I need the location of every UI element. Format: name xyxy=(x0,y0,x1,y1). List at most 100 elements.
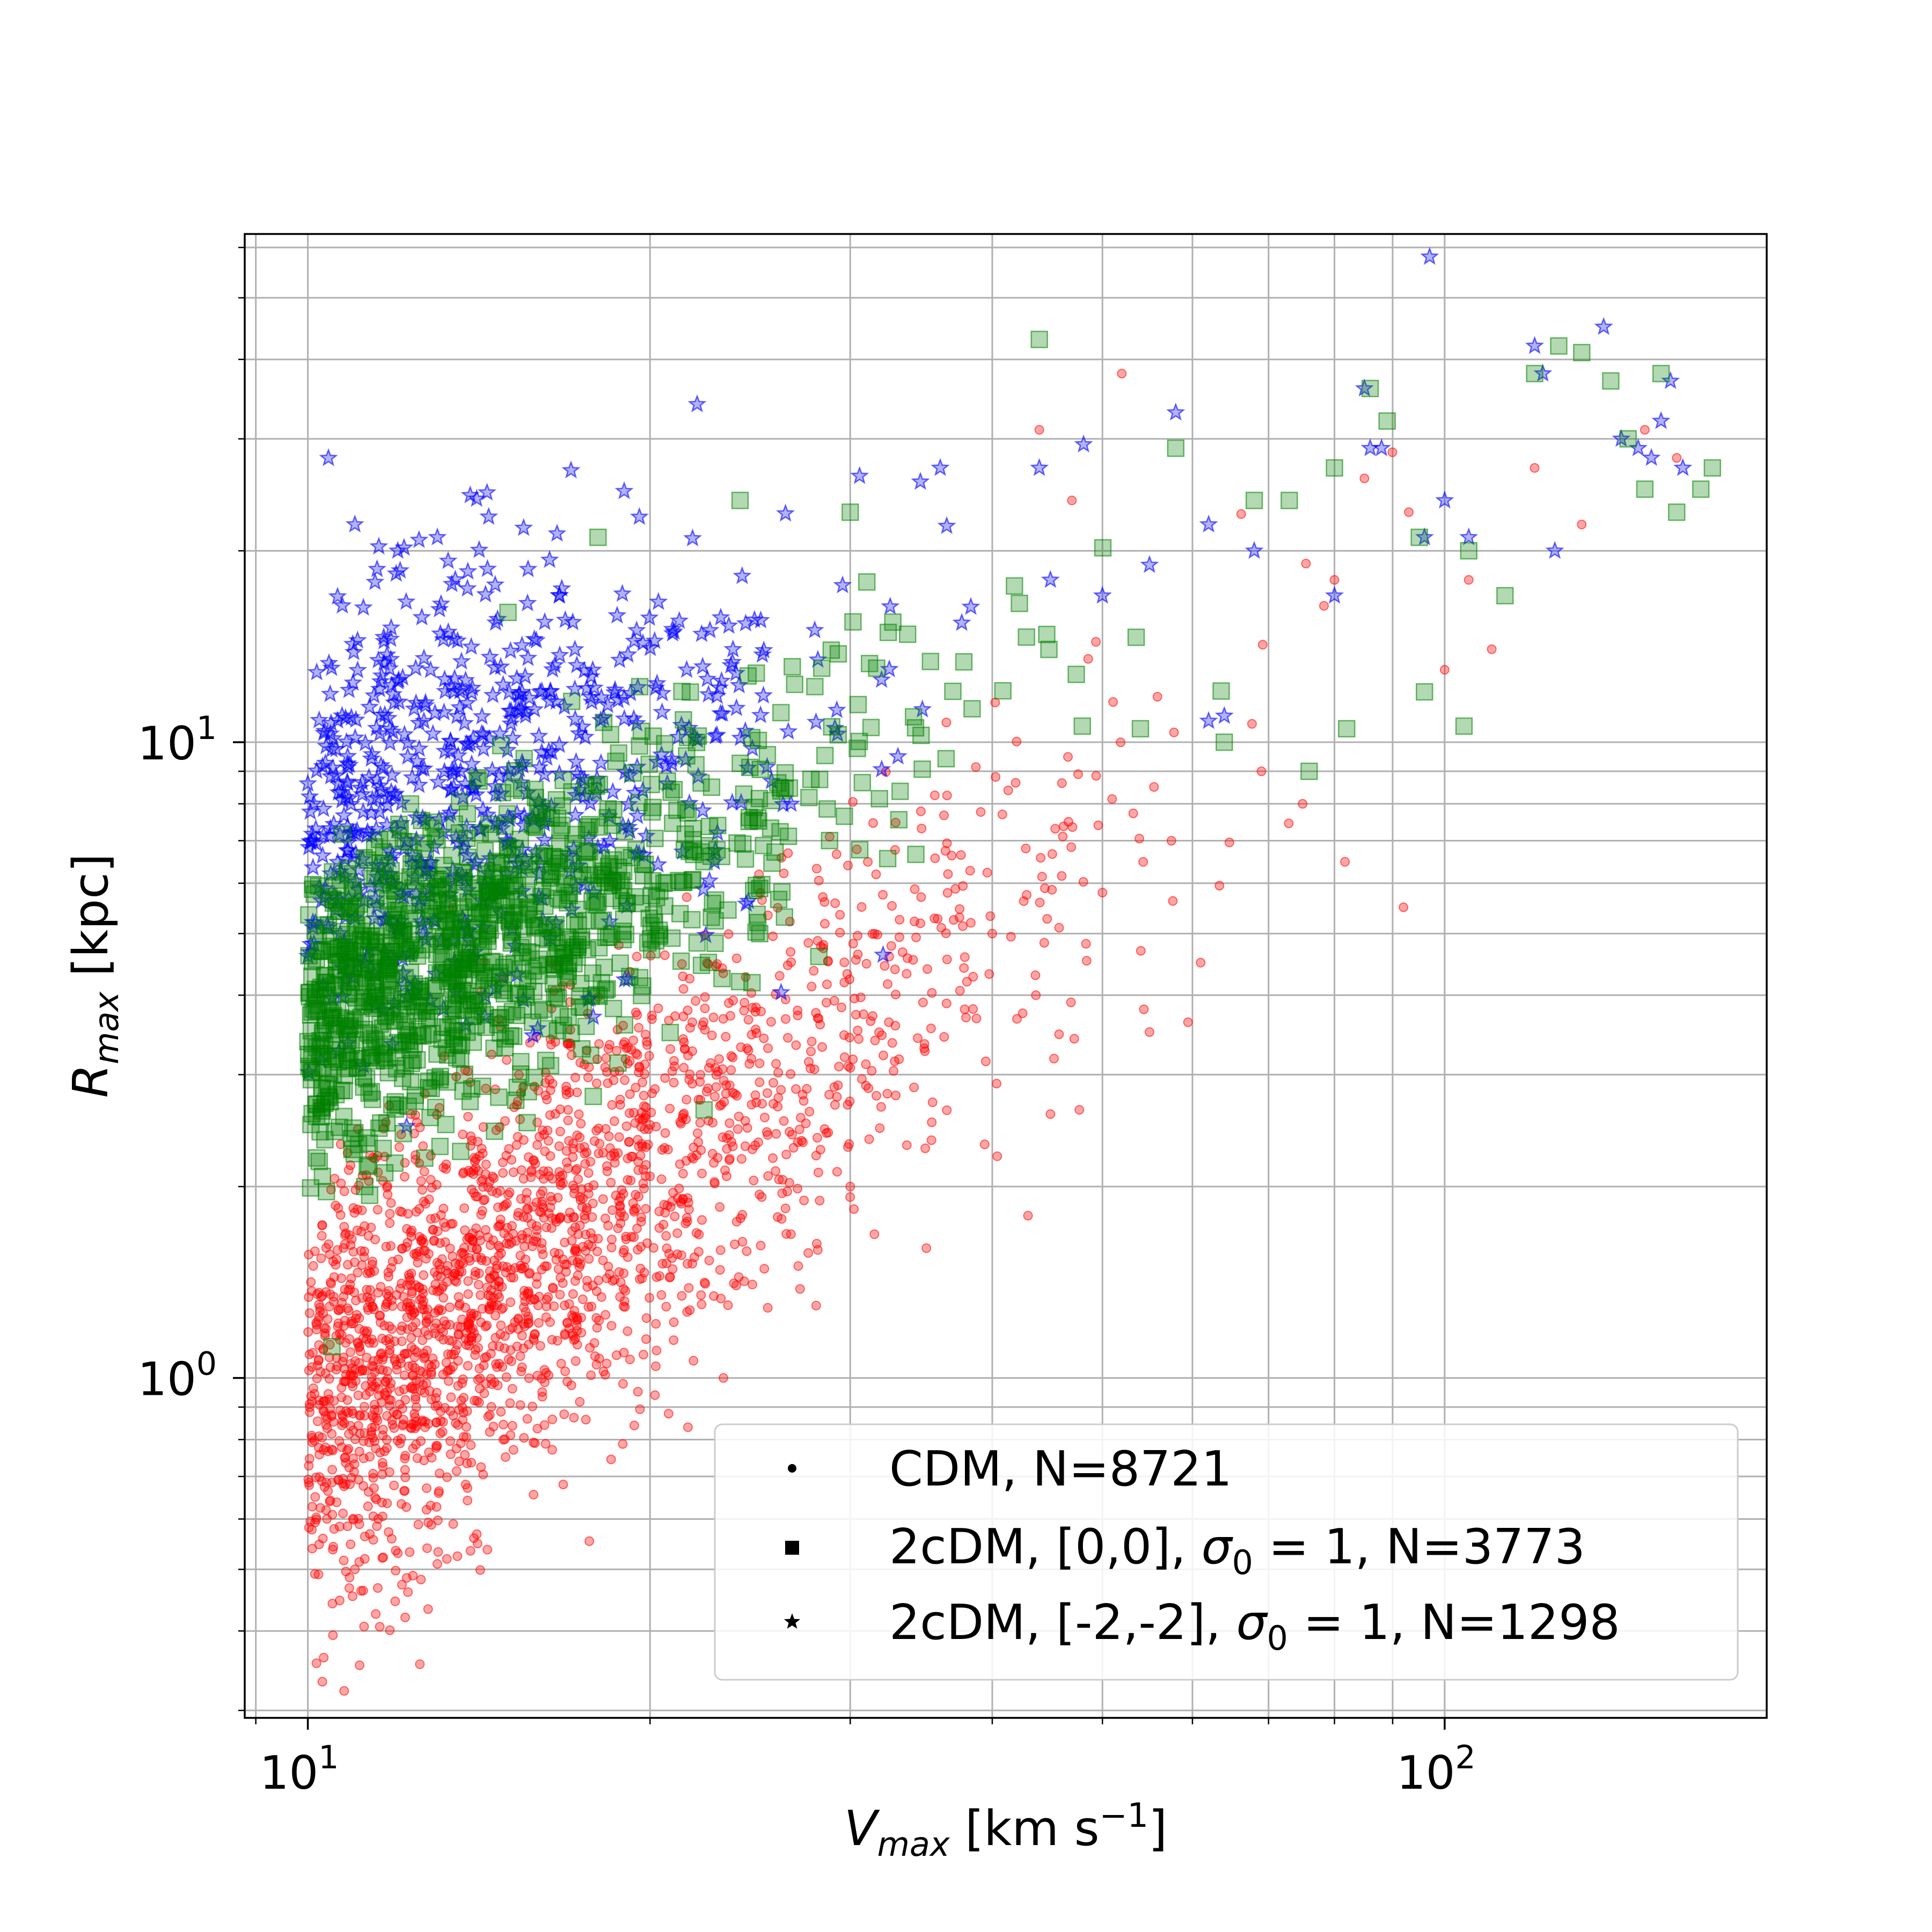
2cdm-00-point xyxy=(504,779,523,797)
2cdm-22-point xyxy=(309,710,329,729)
cdm-point xyxy=(600,1213,610,1224)
cdm-point xyxy=(835,910,845,920)
2cdm-00-point xyxy=(642,775,660,794)
cdm-point xyxy=(1168,896,1178,906)
cdm-point xyxy=(942,954,952,964)
cdm-point xyxy=(328,1545,338,1555)
y-tick-exp: 0 xyxy=(196,1345,217,1383)
cdm-point xyxy=(423,1418,434,1429)
y-tick-exp: 1 xyxy=(196,709,217,747)
cdm-point xyxy=(317,1231,327,1241)
2cdm-00-point xyxy=(884,613,902,631)
2cdm-00-point xyxy=(327,953,345,971)
cdm-point xyxy=(545,1317,555,1327)
cdm-point xyxy=(776,1085,786,1095)
cdm-point xyxy=(540,1377,550,1387)
2cdm-22-point xyxy=(374,627,393,646)
2cdm-22-point xyxy=(1041,569,1060,588)
cdm-point xyxy=(584,1062,594,1072)
2cdm-00-point xyxy=(912,726,930,744)
cdm-point xyxy=(493,1380,503,1391)
2cdm-22-point xyxy=(648,854,668,873)
cdm-point xyxy=(541,1301,552,1312)
cdm-point xyxy=(606,1177,616,1188)
cdm-point xyxy=(573,1174,583,1184)
cdm-point xyxy=(401,1502,412,1512)
cdm-point xyxy=(589,1136,599,1146)
cdm-point xyxy=(878,890,888,900)
2cdm-00-point xyxy=(702,778,721,796)
2cdm-22-point xyxy=(371,780,391,799)
cdm-point xyxy=(676,1118,686,1129)
cdm-point xyxy=(316,1253,326,1263)
cdm-point xyxy=(1074,1105,1085,1115)
cdm-point xyxy=(1054,1029,1064,1040)
2cdm-00-point xyxy=(937,750,955,767)
cdm-point xyxy=(644,1051,654,1061)
cdm-point xyxy=(426,1367,436,1377)
cdm-point xyxy=(652,1345,662,1356)
cdm-point xyxy=(495,1186,505,1196)
cdm-point xyxy=(328,1630,338,1640)
cdm-point xyxy=(467,1236,478,1246)
cdm-point xyxy=(887,1038,897,1048)
cdm-point xyxy=(875,1123,885,1133)
cdm-point xyxy=(909,1082,919,1093)
cdm-point xyxy=(679,1108,689,1118)
cdm-point xyxy=(778,1175,788,1185)
cdm-point xyxy=(569,1188,579,1198)
cdm-point xyxy=(460,1302,471,1313)
cdm-point xyxy=(437,1254,447,1264)
legend: CDM, N=8721 2cDM, [0,0], σ0 = 1, N=3773 … xyxy=(714,1423,1739,1681)
x-tick-base: 10 xyxy=(260,1746,318,1800)
cdm-point xyxy=(715,1202,725,1212)
cdm-point xyxy=(648,1243,658,1253)
cdm-point xyxy=(502,1223,513,1233)
cdm-point xyxy=(399,1370,409,1380)
cdm-point xyxy=(530,1329,540,1339)
cdm-point xyxy=(1057,871,1067,881)
cdm-point xyxy=(371,1609,381,1619)
cdm-point xyxy=(773,1067,784,1078)
2cdm-00-point xyxy=(396,969,414,986)
2cdm-22-point xyxy=(561,460,581,479)
cdm-point xyxy=(619,1268,629,1278)
2cdm-00-point xyxy=(391,821,409,839)
cdm-point xyxy=(373,1514,383,1524)
cdm-point xyxy=(538,1166,548,1176)
cdm-point xyxy=(480,1225,491,1235)
cdm-point xyxy=(360,1428,370,1438)
2cdm-00-point xyxy=(506,762,524,780)
cdm-point xyxy=(711,1070,721,1080)
cdm-point xyxy=(400,1349,410,1359)
cdm-point xyxy=(476,1176,486,1187)
cdm-point xyxy=(1078,877,1088,887)
cdm-point xyxy=(441,1159,451,1169)
2cdm-00-point xyxy=(730,972,749,991)
cdm-point xyxy=(985,911,996,921)
cdm-point xyxy=(453,1292,464,1302)
cdm-point xyxy=(1128,808,1138,818)
cdm-point xyxy=(733,1124,743,1134)
cdm-point xyxy=(845,974,855,984)
cdm-point xyxy=(350,1356,360,1366)
cdm-point xyxy=(845,1096,855,1107)
cdm-point xyxy=(333,1475,343,1485)
cdm-point xyxy=(537,1196,547,1206)
cdm-point xyxy=(390,1336,400,1346)
cdm-point xyxy=(508,1229,518,1239)
2cdm-00-point xyxy=(770,890,788,909)
cdm-point xyxy=(1030,970,1041,980)
cdm-point xyxy=(768,931,778,941)
cdm-point xyxy=(465,1546,475,1556)
cdm-point xyxy=(525,1038,535,1048)
cdm-point xyxy=(1081,956,1092,966)
2cdm-22-point xyxy=(392,793,411,811)
2cdm-00-point xyxy=(599,928,618,946)
cdm-point xyxy=(991,772,1001,782)
cdm-point xyxy=(908,955,918,965)
cdm-point xyxy=(895,914,905,925)
2cdm-22-point xyxy=(1651,411,1671,429)
cdm-point xyxy=(851,1009,861,1020)
cdm-point xyxy=(481,1379,491,1389)
